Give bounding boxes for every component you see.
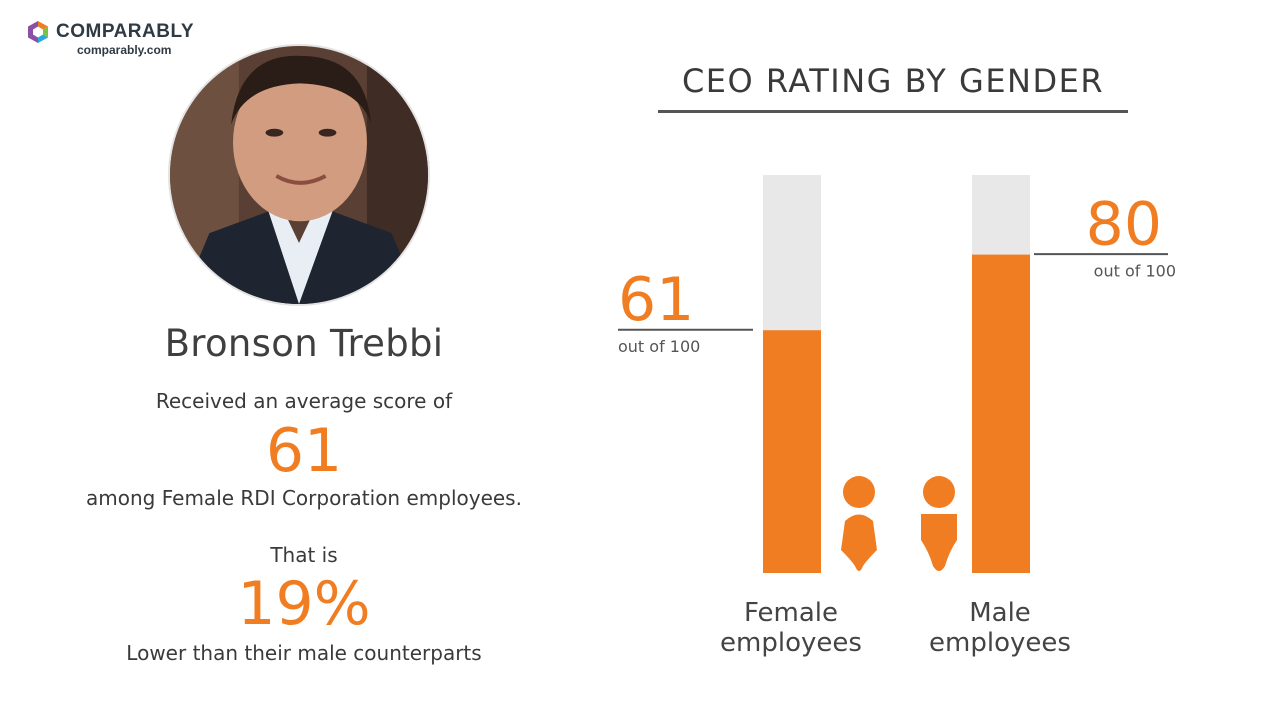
female-person-icon (841, 476, 877, 571)
value-label-female-employees: 61 (618, 265, 694, 335)
category-label-male-employees: Male employees (929, 598, 1071, 658)
male-person-icon (921, 476, 957, 571)
average-score: 61 (265, 416, 343, 486)
comparison-intro-text: That is (270, 543, 338, 567)
chart-title: CEO RATING BY GENDER (681, 62, 1105, 100)
comparison-context-text: Lower than their male counterparts (126, 641, 482, 665)
value-label-male-employees: 80 (1086, 190, 1162, 260)
brand-url: comparably.com (77, 43, 172, 57)
bar-male-employees (972, 254, 1030, 573)
bar-female-employees (763, 330, 821, 573)
score-context-text: among Female RDI Corporation employees. (86, 486, 522, 510)
value-suffix-female-employees: out of 100 (618, 337, 700, 356)
score-intro-text: Received an average score of (155, 389, 453, 413)
category-label-female-employees: Female employees (720, 598, 862, 658)
comparison-percent: 19% (237, 569, 371, 639)
comparably-logo-icon (28, 21, 48, 43)
brand-logo: COMPARABLY comparably.com (26, 20, 216, 57)
ceo-name: Bronson Trebbi (164, 322, 444, 365)
chart-title-underline (658, 110, 1128, 113)
brand-name: COMPARABLY (56, 21, 195, 42)
value-suffix-male-employees: out of 100 (1094, 262, 1176, 281)
